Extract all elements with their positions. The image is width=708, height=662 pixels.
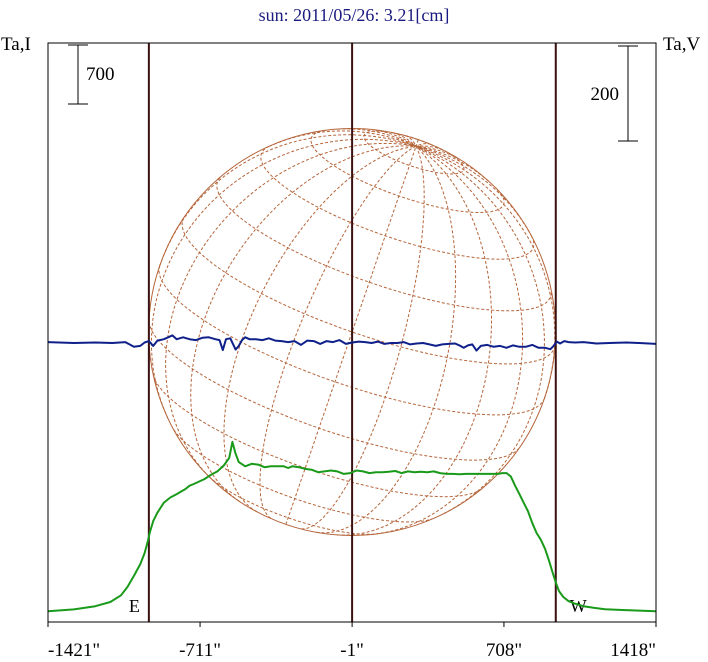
x-tick-label: 708" xyxy=(486,640,522,661)
disk-meridian-line xyxy=(301,146,425,530)
x-tick-label: -711" xyxy=(179,640,221,661)
disk-meridian-line xyxy=(285,146,417,525)
disk-meridian-line xyxy=(415,145,533,237)
x-tick-label: -1421" xyxy=(48,640,100,661)
limb-label-w: W xyxy=(570,596,587,616)
disk-meridian-line xyxy=(337,128,417,147)
left-scale-bar: 700 xyxy=(68,44,115,105)
disk-latitude-line xyxy=(181,217,556,365)
disk-meridian-line xyxy=(392,132,417,147)
disk-meridian-line xyxy=(415,145,545,514)
disk-meridian-line xyxy=(416,145,443,151)
disk-meridian-line xyxy=(259,145,417,519)
right-scale-bar-label: 200 xyxy=(591,84,620,105)
disk-meridian-line xyxy=(268,130,417,147)
x-axis-ticks: -1421" -711" -1" 708" 1418" xyxy=(47,622,657,661)
disk-meridian-line xyxy=(165,142,417,478)
series-line-polarization xyxy=(47,334,657,352)
disk-meridian-line xyxy=(159,134,417,266)
disk-meridian-line xyxy=(336,145,493,536)
series-group xyxy=(47,334,657,613)
disk-meridian-line xyxy=(416,145,459,160)
right-axis-label: Ta,V xyxy=(663,34,700,55)
x-tick-label: -1" xyxy=(340,640,364,661)
limb-label-e: E xyxy=(129,596,140,616)
right-scale-bar: 200 xyxy=(591,45,638,142)
disk-meridian-line xyxy=(375,145,524,535)
disk-meridian-line xyxy=(415,145,489,182)
disk-meridian-line xyxy=(190,145,417,502)
disk-meridian-line xyxy=(374,129,417,147)
disk-latitude-line xyxy=(216,177,552,312)
disk-meridian-line xyxy=(223,145,417,513)
chart-title: sun: 2011/05/26: 3.21[cm] xyxy=(259,5,450,25)
x-tick-label: 1418" xyxy=(610,640,656,661)
left-axis-label: Ta,I xyxy=(1,34,31,55)
disk-meridian-line xyxy=(150,138,417,419)
left-scale-bar-label: 700 xyxy=(86,64,115,85)
series-line-intensity xyxy=(47,440,657,613)
disk-meridian-line xyxy=(316,145,457,534)
